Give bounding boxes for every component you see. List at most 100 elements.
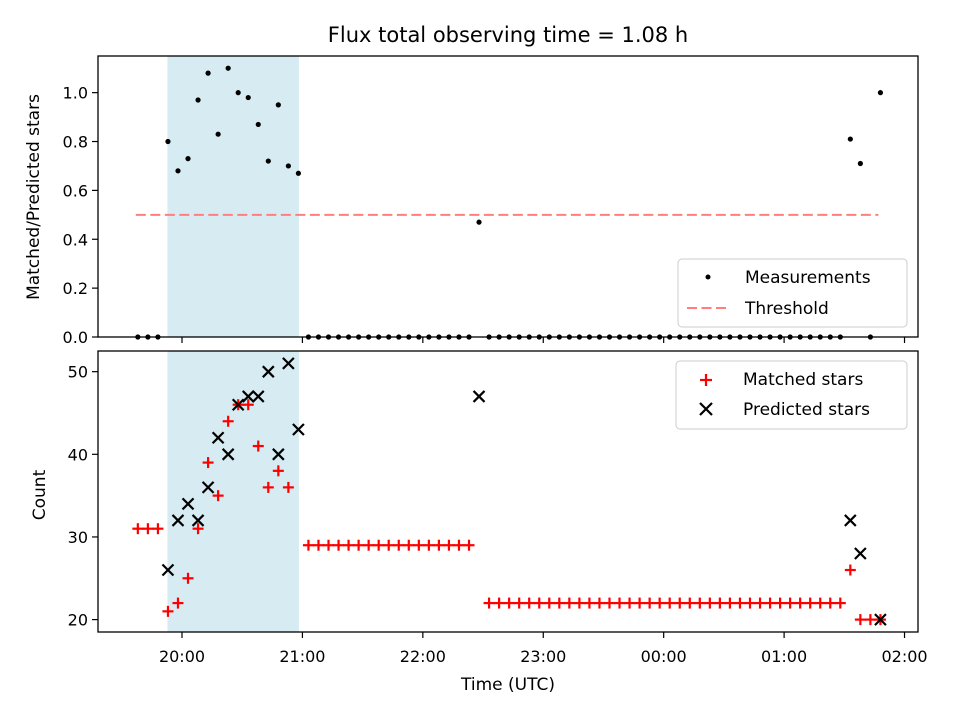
matched-star-point bbox=[463, 539, 475, 551]
predicted-star-point bbox=[171, 514, 185, 527]
predicted-star-point bbox=[874, 613, 887, 626]
top-y-axis: 0.0 0.2 0.4 0.6 0.8 1.0 bbox=[63, 84, 98, 347]
matched-star-point bbox=[634, 597, 646, 609]
matched-star-point bbox=[152, 523, 164, 535]
matched-star-point bbox=[814, 597, 826, 609]
matched-star-point bbox=[222, 415, 234, 427]
y-tick-label: 0.6 bbox=[63, 181, 88, 200]
matched-star-point bbox=[383, 539, 395, 551]
matched-star-point bbox=[413, 539, 425, 551]
matched-star-point bbox=[333, 539, 345, 551]
matched-star-point bbox=[644, 597, 656, 609]
matched-star-point bbox=[162, 605, 174, 617]
matched-star-point bbox=[323, 539, 335, 551]
matched-star-point bbox=[192, 523, 204, 535]
matched-star-point bbox=[824, 597, 836, 609]
matched-star-point bbox=[212, 490, 224, 502]
matched-star-point bbox=[804, 597, 816, 609]
matched-star-point bbox=[363, 539, 375, 551]
predicted-star-point bbox=[251, 390, 265, 403]
matched-star-point bbox=[864, 614, 876, 626]
x-axis: 20:00 21:00 22:00 23:00 00:00 01:00 02:00 bbox=[159, 632, 928, 666]
matched-star-point bbox=[523, 597, 535, 609]
matched-star-point bbox=[624, 597, 636, 609]
y-tick-label: 0.8 bbox=[63, 133, 88, 152]
matched-star-point bbox=[614, 597, 626, 609]
legend-label-predicted-stars: Predicted stars bbox=[743, 400, 870, 420]
matched-star-point bbox=[453, 539, 465, 551]
y-tick-label: 40 bbox=[68, 445, 88, 464]
x-tick-label: 21:00 bbox=[279, 647, 325, 666]
legend-dot-marker bbox=[705, 274, 711, 280]
matched-star-point bbox=[593, 597, 605, 609]
matched-star-point bbox=[353, 539, 365, 551]
matched-star-point bbox=[784, 597, 796, 609]
bottom-legend-box bbox=[675, 360, 908, 430]
x-tick-label: 02:00 bbox=[881, 647, 927, 666]
measurement-point bbox=[225, 65, 231, 71]
matched-star-point bbox=[744, 597, 756, 609]
matched-star-point bbox=[854, 614, 866, 626]
measurement-point bbox=[877, 90, 884, 96]
matched-star-point bbox=[493, 597, 505, 609]
predicted-star-point bbox=[161, 563, 175, 577]
matched-star-point bbox=[533, 597, 545, 609]
measurement-point bbox=[295, 170, 302, 176]
matched-star-point bbox=[794, 597, 806, 609]
matched-star-point bbox=[583, 597, 595, 609]
matched-star-point bbox=[503, 597, 515, 609]
matched-star-point bbox=[684, 597, 696, 609]
measurement-point bbox=[175, 168, 181, 174]
matched-star-point bbox=[242, 399, 254, 411]
matched-star-point bbox=[654, 597, 666, 609]
matched-star-point bbox=[754, 597, 766, 609]
predicted-star-point bbox=[211, 431, 225, 445]
predicted-star-point bbox=[282, 357, 295, 370]
matched-star-point bbox=[393, 539, 405, 551]
legend-label-threshold: Threshold bbox=[744, 299, 829, 319]
matched-star-point bbox=[172, 597, 184, 609]
y-tick-label: 0.0 bbox=[63, 328, 88, 347]
measurement-point bbox=[857, 160, 863, 167]
x-tick-label: 23:00 bbox=[520, 647, 566, 666]
y-tick-label: 20 bbox=[68, 611, 88, 630]
measurement-point bbox=[205, 70, 211, 76]
legend-x-marker bbox=[699, 402, 713, 416]
x-tick-label: 01:00 bbox=[761, 647, 807, 666]
matched-star-point bbox=[764, 597, 776, 609]
measurement-point bbox=[265, 158, 271, 164]
y-tick-label: 1.0 bbox=[63, 84, 88, 103]
x-tick-label: 20:00 bbox=[159, 647, 205, 666]
bottom-y-axis-label: Count bbox=[30, 469, 50, 520]
y-tick-label: 0.4 bbox=[63, 230, 88, 249]
top-axes-frame bbox=[97, 55, 919, 338]
matched-star-point bbox=[433, 539, 445, 551]
bottom-legend: Matched stars Predicted stars bbox=[675, 360, 908, 430]
top-panel: Flux total observing time = 1.08 h Match… bbox=[24, 23, 919, 347]
matched-star-point bbox=[443, 539, 455, 551]
y-tick-label: 0.2 bbox=[63, 279, 88, 298]
matched-star-point bbox=[573, 597, 585, 609]
matched-star-point bbox=[674, 597, 686, 609]
matched-star-point bbox=[724, 597, 736, 609]
matched-star-point bbox=[282, 481, 294, 493]
predicted-star-point bbox=[262, 365, 275, 378]
matched-star-point bbox=[403, 539, 415, 551]
matched-star-point bbox=[132, 523, 144, 535]
bottom-plot-area bbox=[132, 357, 887, 626]
top-legend-box bbox=[677, 258, 908, 328]
measurement-point bbox=[285, 163, 291, 169]
predicted-star-point bbox=[181, 497, 195, 511]
matched-star-point bbox=[513, 597, 525, 609]
y-tick-label: 50 bbox=[68, 363, 88, 382]
matched-star-point bbox=[302, 539, 314, 551]
top-legend: Measurements Threshold bbox=[677, 258, 908, 328]
matched-star-point bbox=[272, 465, 284, 477]
y-tick-label: 30 bbox=[68, 528, 88, 547]
matched-star-point bbox=[734, 597, 746, 609]
top-x-ticks bbox=[181, 337, 906, 343]
predicted-star-point bbox=[201, 481, 215, 494]
matched-star-point bbox=[704, 597, 716, 609]
measurement-point bbox=[255, 121, 261, 128]
